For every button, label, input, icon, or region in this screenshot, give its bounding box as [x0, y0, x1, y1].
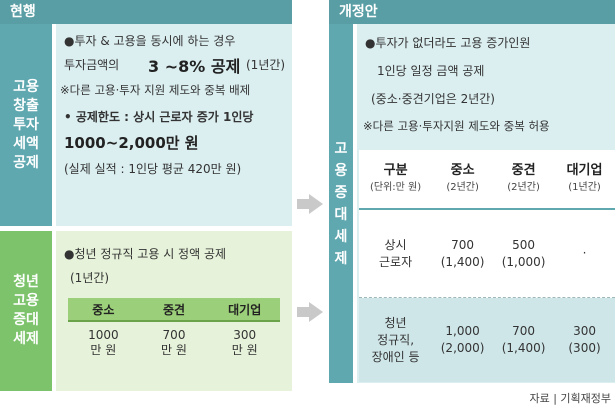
pth-category-title: 구분 — [383, 163, 408, 178]
youth-th-mid: 중견 — [162, 303, 186, 317]
youth-table-row: 1000 만 원 700 만 원 300 만 원 — [68, 322, 280, 358]
ptd-r1-mid: 500 (1,000) — [501, 237, 546, 269]
youth-td-mid: 700 만 원 — [161, 328, 187, 357]
pth-mid: 중견 (2년간) — [493, 150, 554, 208]
table-row: 상시 근로자 700 (1,400) 500 (1,000) · — [359, 210, 615, 298]
prop-line-3: (중소·중견기업은 2년간) — [371, 92, 495, 106]
proposed-label: 고 용 증 대 세 제 — [329, 24, 353, 383]
tax-actual: (실제 실적 : 1인당 평균 420만 원) — [64, 162, 242, 176]
ptd-r2-mid: 700 (1,400) — [501, 324, 546, 355]
pth-sme: 중소 (2년간) — [432, 150, 493, 208]
proposed-table-header: 구분 (단위:만 원) 중소 (2년간) 중견 (2년간) 대기업 (1년간) — [359, 150, 615, 210]
pth-large-period: (1년간) — [568, 182, 601, 193]
youth-line-1: ●청년 정규직 고용 시 정액 공제 — [64, 247, 227, 261]
pth-category: 구분 (단위:만 원) — [359, 150, 432, 208]
arrow-right-icon-2 — [309, 302, 323, 322]
ptd-r2-large: 300 (300) — [568, 324, 601, 355]
pth-large: 대기업 (1년간) — [554, 150, 615, 208]
youth-line-2: (1년간) — [70, 271, 110, 285]
tax-limit: • 공제한도 : 상시 근로자 증가 1인당 — [64, 110, 254, 124]
ptd-r2-sme: 1,000 (2,000) — [440, 324, 485, 355]
youth-table: 중소 중견 대기업 1000 만 원 700 만 원 300 만 원 — [68, 298, 280, 358]
tax-note: ※다른 고용·투자 지원 제도와 중복 배제 — [60, 83, 251, 97]
pth-category-unit: (단위:만 원) — [369, 182, 422, 193]
ptd-r1-sme: 700 (1,400) — [440, 237, 485, 269]
prop-line-1: ●투자가 없더라도 고용 증가인원 — [365, 36, 531, 50]
tax-rate: 3 ~8% 공제 — [148, 57, 241, 76]
prop-line-2: 1인당 일정 금액 공제 — [377, 64, 485, 78]
proposed-table: 구분 (단위:만 원) 중소 (2년간) 중견 (2년간) 대기업 (1년간) … — [359, 150, 615, 382]
table-row: 청년 정규직, 장애인 등 1,000 (2,000) 700 (1,400) … — [359, 298, 615, 382]
pth-mid-title: 중견 — [511, 163, 536, 178]
tax-credit-body: ●투자 & 고용을 동시에 하는 경우 투자금액의 3 ~8% 공제 (1년간)… — [56, 24, 292, 226]
youth-td-large: 300 만 원 — [231, 328, 258, 357]
ptd-r2-category: 청년 정규직, 장애인 등 — [371, 315, 420, 364]
ptd-r1-category: 상시 근로자 — [379, 237, 413, 269]
youth-employment-label: 청년 고용 증대 세제 — [0, 231, 52, 391]
proposed-header: 개정안 — [329, 0, 615, 24]
tax-line-1: ●투자 & 고용을 동시에 하는 경우 — [64, 34, 236, 48]
arrow-stem-bottom — [297, 307, 309, 317]
youth-table-header: 중소 중견 대기업 — [68, 298, 280, 322]
ptd-r1-large: · — [582, 246, 587, 260]
arrow-stem-top — [297, 199, 309, 209]
arrow-right-icon — [309, 194, 323, 214]
pth-sme-period: (2년간) — [446, 182, 479, 193]
tax-duration: (1년간) — [246, 58, 286, 72]
pth-sme-title: 중소 — [450, 163, 475, 178]
youth-td-sme: 1000 만 원 — [88, 328, 119, 357]
pth-mid-period: (2년간) — [507, 182, 540, 193]
tax-limit-amount: 1000~2,000만 원 — [64, 134, 199, 152]
source-credit: 자료 | 기획재정부 — [529, 392, 611, 405]
current-header: 현행 — [0, 0, 292, 24]
tax-credit-label: 고용 창출 투자 세액 공제 — [0, 24, 52, 226]
pth-large-title: 대기업 — [566, 163, 603, 178]
prop-line-4: ※다른 고용·투자지원 제도와 중복 허용 — [363, 119, 550, 133]
youth-th-sme: 중소 — [92, 303, 115, 317]
tax-line-2: 투자금액의 — [64, 58, 120, 72]
youth-th-large: 대기업 — [228, 303, 262, 317]
